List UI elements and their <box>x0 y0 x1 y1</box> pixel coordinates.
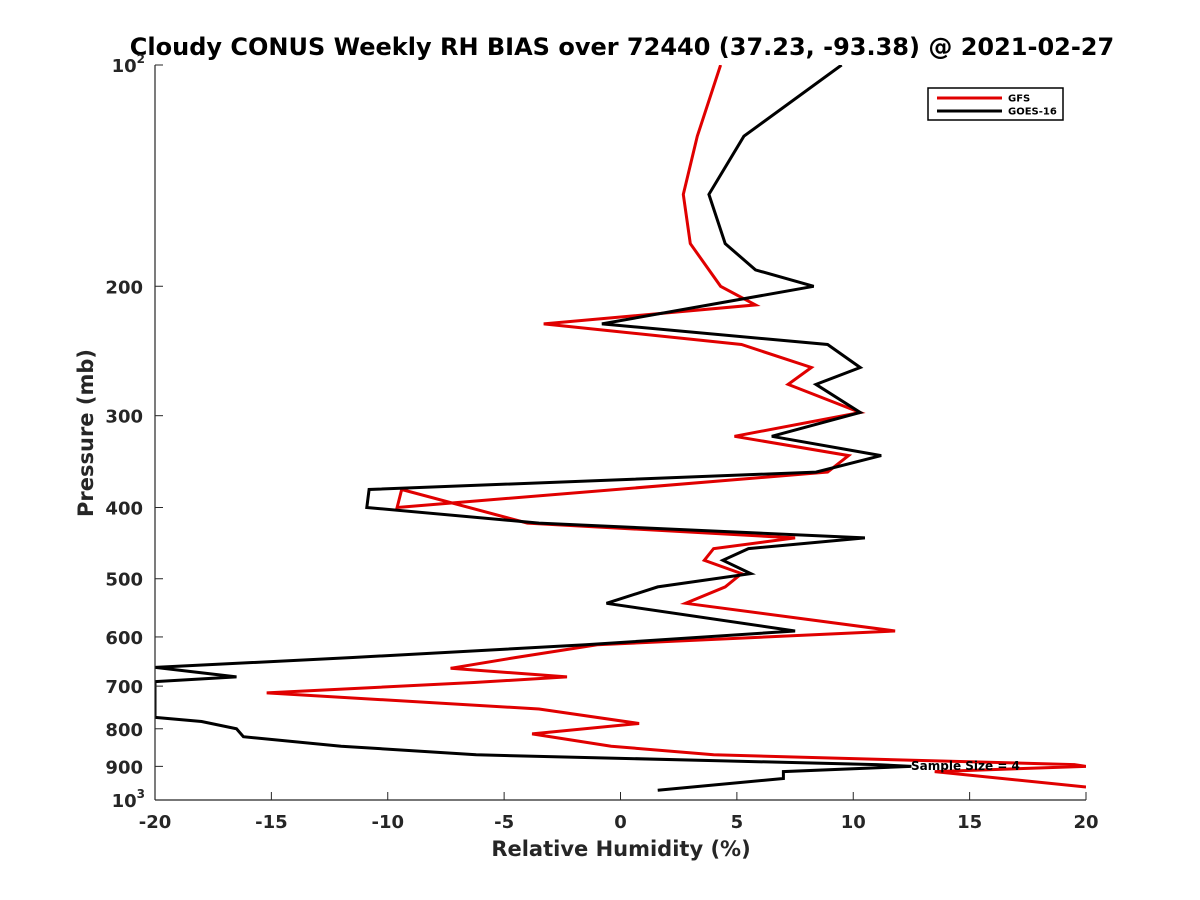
x-tick-label: 0 <box>614 812 627 833</box>
sample-size-annotation: Sample Size = 4 <box>911 759 1020 773</box>
x-axis-label: Relative Humidity (%) <box>491 837 750 861</box>
y-tick-label: 700 <box>105 677 143 698</box>
axes-layer: -20 -15 -10 -5 0 5 10 15 20 102 200 300 400 500 600 700… <box>105 52 1098 833</box>
series-layer <box>155 65 1086 792</box>
x-tick-label: -5 <box>494 812 514 833</box>
y-tick-label: 500 <box>105 570 143 591</box>
x-tick-label: 15 <box>957 812 982 833</box>
series-line-gfs <box>266 65 1086 789</box>
x-tick-label: 20 <box>1073 812 1098 833</box>
x-tick-label: -10 <box>371 812 404 833</box>
y-tick-label: 200 <box>105 277 143 298</box>
y-tick-label: 900 <box>105 757 143 778</box>
series-line-goes-16 <box>155 65 912 792</box>
legend-label: GOES-16 <box>1008 107 1057 118</box>
x-tick-label: 10 <box>841 812 866 833</box>
legend-label: GFS <box>1008 94 1030 105</box>
legend-box <box>927 87 1064 121</box>
y-axis-label: Pressure (mb) <box>74 349 98 517</box>
legend: GFS GOES-16 <box>927 87 1064 121</box>
x-tick-label: -15 <box>255 812 288 833</box>
x-tick-label: -20 <box>139 812 172 833</box>
y-tick-label: 800 <box>105 720 143 741</box>
x-tick-label: 5 <box>731 812 744 833</box>
y-tick-label: 400 <box>105 499 143 520</box>
y-tick-label: 600 <box>105 628 143 649</box>
y-tick-label: 103 <box>112 787 145 812</box>
y-tick-label: 300 <box>105 407 143 428</box>
chart-title: Cloudy CONUS Weekly RH BIAS over 72440 (… <box>130 33 1114 61</box>
y-tick-label: 102 <box>112 52 145 77</box>
